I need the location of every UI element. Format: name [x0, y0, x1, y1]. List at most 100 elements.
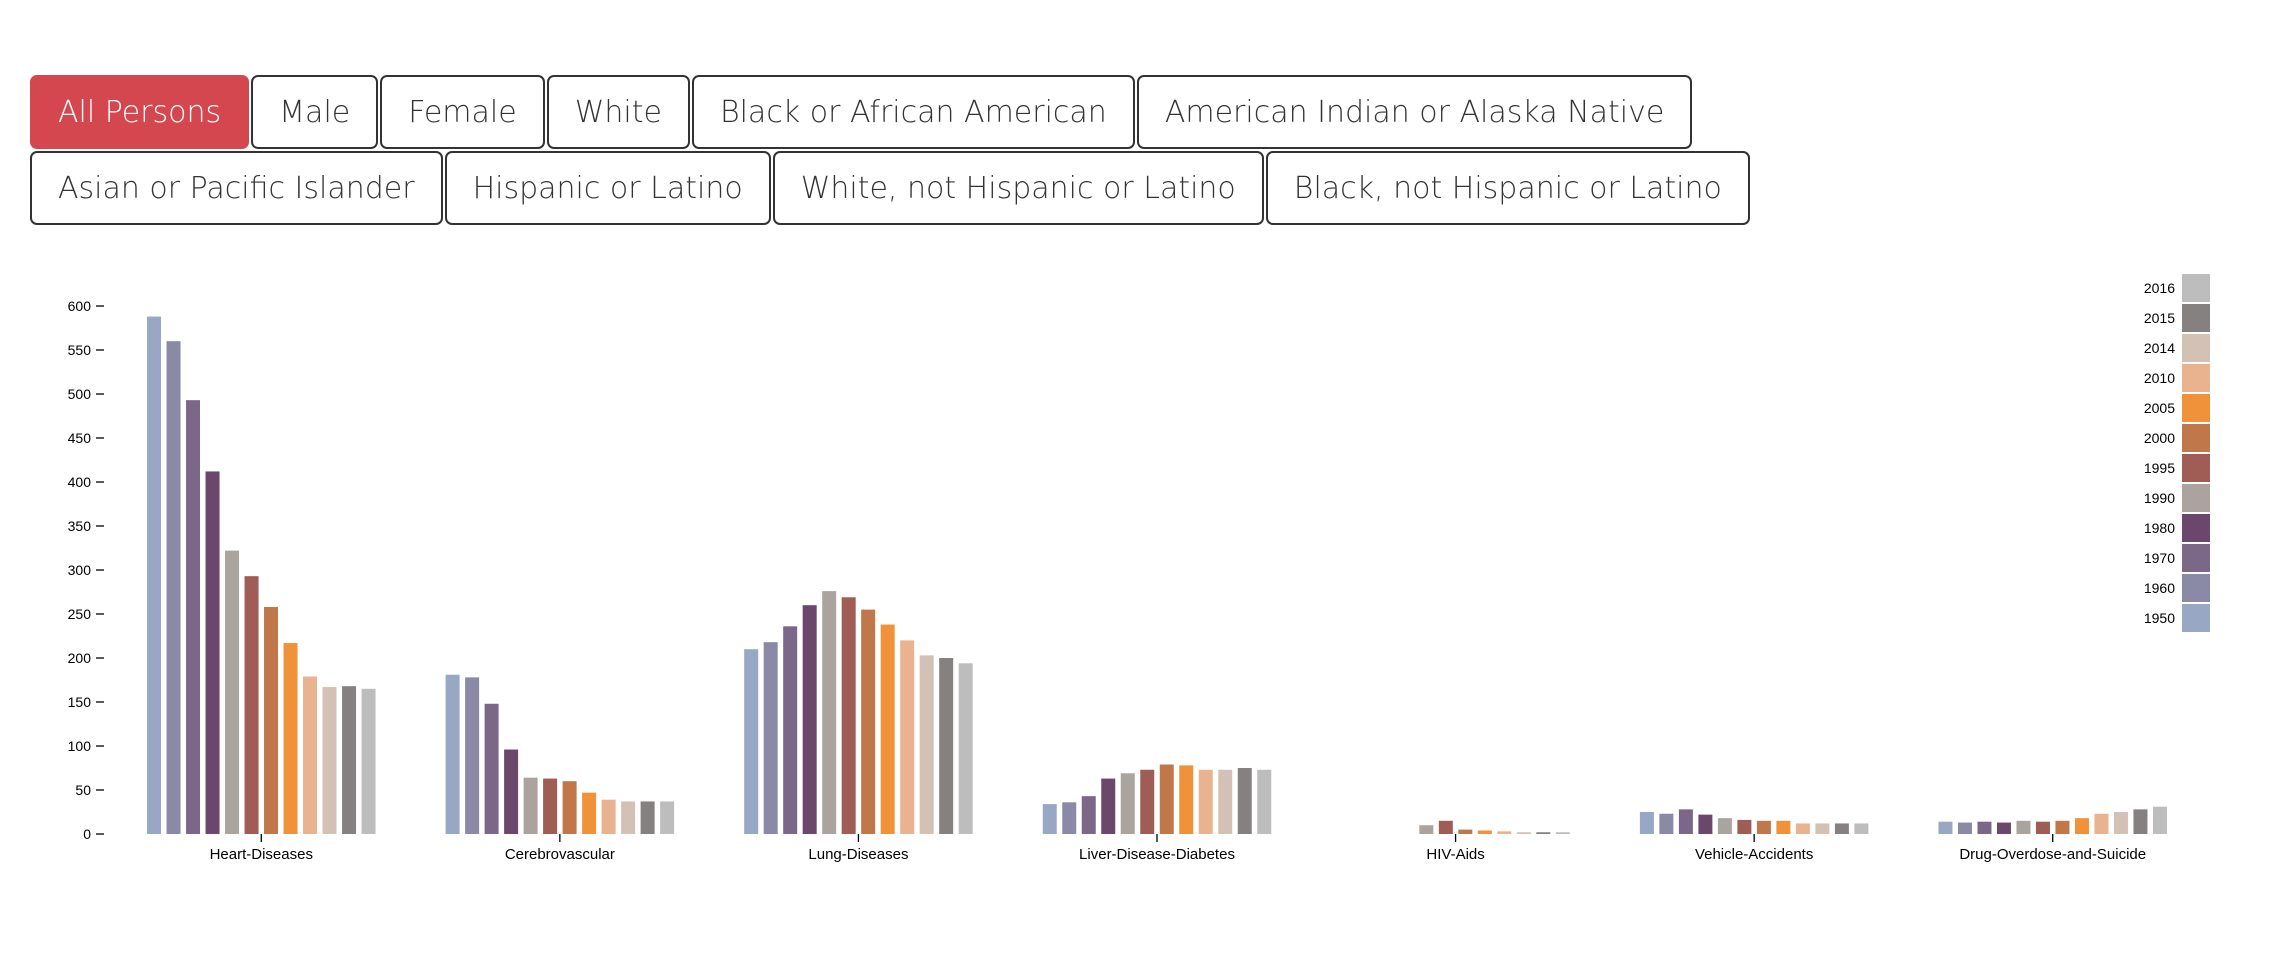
- bar-heart-diseases-2016: [361, 688, 376, 834]
- bar-drug-overdose-and-suicide-1995: [2035, 821, 2050, 834]
- filter-row-2: Asian or Pacific Islander Hispanic or Lat…: [30, 151, 1752, 225]
- x-axis: Heart-Diseases Cerebrovascular Lung-Diseas…: [210, 834, 2146, 863]
- bar-hiv-aids-2016: [1555, 832, 1570, 834]
- bar-drug-overdose-and-suicide-1990: [2016, 820, 2031, 834]
- bar-vehicle-accidents-2016: [1854, 823, 1869, 834]
- filter-button-white-not-hispanic-or-latino[interactable]: White, not Hispanic or Latino: [772, 151, 1264, 225]
- y-tick-label: 400: [68, 474, 92, 490]
- x-tick-label: Lung-Diseases: [808, 846, 908, 863]
- bar-vehicle-accidents-2005: [1776, 820, 1791, 834]
- bar-liver-disease-diabetes-2000: [1159, 764, 1174, 834]
- bar-drug-overdose-and-suicide-2010: [2094, 813, 2109, 834]
- bar-heart-diseases-1995: [244, 576, 259, 834]
- legend-label: 2005: [2144, 400, 2175, 416]
- bar-drug-overdose-and-suicide-2016: [2152, 806, 2167, 834]
- bar-cerebrovascular-1970: [484, 703, 499, 834]
- bar-heart-diseases-1990: [225, 550, 240, 834]
- legend-swatch-2015: [2182, 304, 2210, 332]
- y-tick-label: 550: [68, 342, 92, 358]
- bar-liver-disease-diabetes-1950: [1042, 804, 1057, 834]
- bar-heart-diseases-1950: [147, 316, 162, 834]
- x-tick-label: Heart-Diseases: [210, 846, 313, 863]
- bar-lung-diseases-2000: [861, 609, 876, 834]
- bar-vehicle-accidents-1970: [1678, 809, 1693, 834]
- bar-cerebrovascular-2014: [621, 801, 636, 834]
- bar-lung-diseases-1980: [802, 605, 817, 834]
- bar-lung-diseases-1995: [841, 597, 856, 834]
- bar-cerebrovascular-2010: [601, 799, 616, 834]
- bar-drug-overdose-and-suicide-2014: [2113, 812, 2128, 834]
- x-tick-label: Cerebrovascular: [505, 846, 615, 863]
- y-tick-label: 300: [68, 562, 92, 578]
- bar-lung-diseases-2015: [939, 658, 954, 834]
- bar-vehicle-accidents-1995: [1737, 819, 1752, 834]
- y-tick-label: 250: [68, 606, 92, 622]
- bar-heart-diseases-1970: [186, 400, 201, 834]
- bar-heart-diseases-1960: [166, 341, 181, 834]
- y-axis: 0 50 100 150 200 250 300 350 400 450 500 550 600: [68, 298, 104, 842]
- bar-liver-disease-diabetes-2016: [1257, 769, 1272, 834]
- bar-liver-disease-diabetes-1960: [1062, 802, 1077, 834]
- legend-label: 2014: [2144, 340, 2175, 356]
- bar-drug-overdose-and-suicide-1960: [1957, 822, 1972, 834]
- y-tick-label: 150: [68, 694, 92, 710]
- bar-vehicle-accidents-1980: [1698, 814, 1713, 834]
- bar-cerebrovascular-2000: [562, 781, 577, 834]
- bar-liver-disease-diabetes-1970: [1081, 796, 1096, 834]
- bar-heart-diseases-2005: [283, 643, 298, 834]
- bar-liver-disease-diabetes-2010: [1198, 769, 1213, 834]
- bar-hiv-aids-2010: [1497, 831, 1512, 834]
- x-tick-label: Drug-Overdose-and-Suicide: [1959, 846, 2146, 863]
- filter-button-american-indian-or-alaska-native[interactable]: American Indian or Alaska Native: [1136, 75, 1693, 149]
- bar-drug-overdose-and-suicide-2000: [2055, 820, 2070, 834]
- legend-swatch-2005: [2182, 394, 2210, 422]
- bar-liver-disease-diabetes-2005: [1179, 765, 1194, 834]
- y-tick-label: 500: [68, 386, 92, 402]
- bar-cerebrovascular-1960: [465, 677, 480, 834]
- x-tick-label: HIV-Aids: [1426, 846, 1484, 863]
- x-tick-label: Vehicle-Accidents: [1695, 846, 1813, 863]
- legend-label: 2016: [2144, 280, 2175, 296]
- bar-cerebrovascular-2015: [640, 801, 655, 834]
- filter-button-hispanic-or-latino[interactable]: Hispanic or Latino: [444, 151, 771, 225]
- filter-button-asian-or-pacific-islander[interactable]: Asian or Pacific Islander: [30, 151, 443, 225]
- bar-heart-diseases-2010: [303, 676, 318, 834]
- bar-vehicle-accidents-2015: [1834, 823, 1849, 834]
- filter-button-all-persons[interactable]: All Persons: [30, 75, 250, 149]
- filter-button-black-or-african-american[interactable]: Black or African American: [691, 75, 1135, 149]
- bar-drug-overdose-and-suicide-1950: [1938, 821, 1953, 834]
- legend-label: 1950: [2144, 610, 2175, 626]
- legend-swatch-1995: [2182, 454, 2210, 482]
- bar-cerebrovascular-2016: [660, 801, 675, 834]
- bar-lung-diseases-1950: [744, 649, 759, 834]
- bar-hiv-aids-1990: [1419, 825, 1434, 834]
- legend-swatch-1970: [2182, 544, 2210, 572]
- bar-drug-overdose-and-suicide-2005: [2074, 818, 2089, 834]
- bar-liver-disease-diabetes-1995: [1140, 769, 1155, 834]
- y-tick-label: 100: [68, 738, 92, 754]
- legend-label: 2000: [2144, 430, 2175, 446]
- bar-drug-overdose-and-suicide-2015: [2133, 809, 2148, 834]
- bar-hiv-aids-2014: [1516, 832, 1531, 834]
- legend-swatch-1980: [2182, 514, 2210, 542]
- filter-button-black-not-hispanic-or-latino[interactable]: Black, not Hispanic or Latino: [1265, 151, 1750, 225]
- x-tick-label: Liver-Disease-Diabetes: [1079, 846, 1235, 863]
- y-tick-label: 0: [83, 826, 91, 842]
- legend-label: 1990: [2144, 490, 2175, 506]
- legend-swatch-1990: [2182, 484, 2210, 512]
- filter-row-1: All Persons Male Female White Black or Afric…: [30, 75, 1694, 149]
- filter-button-white[interactable]: White: [546, 75, 690, 149]
- bar-lung-diseases-1960: [763, 642, 778, 834]
- bar-vehicle-accidents-2010: [1795, 823, 1810, 834]
- bar-heart-diseases-2014: [322, 687, 337, 834]
- legend-label: 1980: [2144, 520, 2175, 536]
- bar-drug-overdose-and-suicide-1980: [1996, 822, 2011, 834]
- filter-button-female[interactable]: Female: [380, 75, 545, 149]
- bar-hiv-aids-2005: [1477, 830, 1492, 834]
- y-tick-label: 450: [68, 430, 92, 446]
- bar-cerebrovascular-1990: [523, 777, 538, 834]
- legend-label: 2015: [2144, 310, 2175, 326]
- filter-button-male[interactable]: Male: [251, 75, 379, 149]
- legend-swatch-2014: [2182, 334, 2210, 362]
